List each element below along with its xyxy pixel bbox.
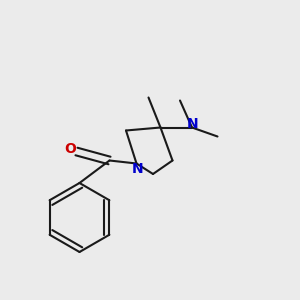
Text: N: N [132,162,143,176]
Text: N: N [187,118,199,131]
Text: O: O [64,142,76,156]
